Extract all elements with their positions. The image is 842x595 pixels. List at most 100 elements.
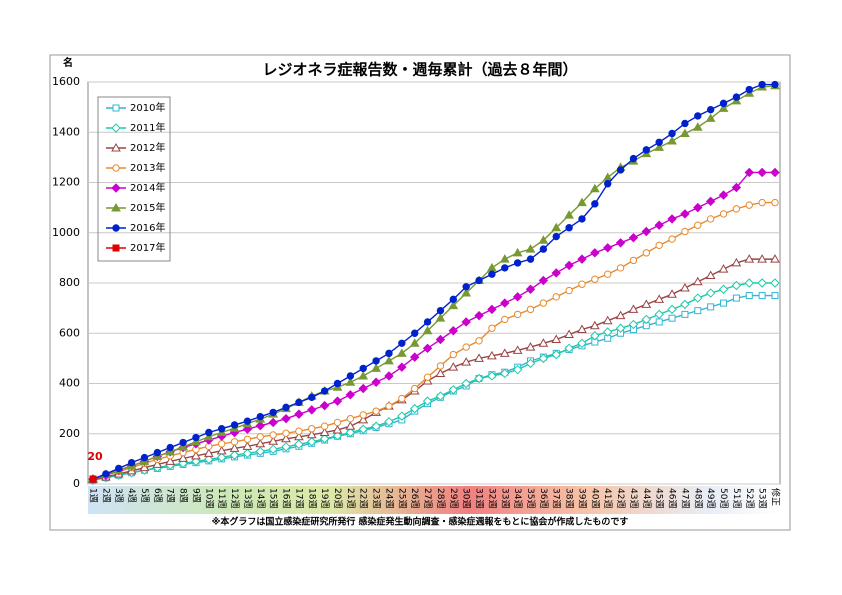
marker (512, 364, 523, 375)
marker (757, 278, 767, 288)
marker (577, 254, 587, 264)
marker (732, 205, 741, 213)
y-tick-label: 800 (59, 276, 80, 289)
marker (166, 443, 174, 452)
x-tick-label: 51週 (731, 488, 742, 508)
marker (538, 353, 549, 364)
marker (319, 400, 330, 411)
marker (396, 348, 407, 357)
x-tick-label: 30週 (461, 488, 472, 508)
marker (255, 446, 265, 457)
legend-label: 2014年 (130, 181, 165, 194)
marker (642, 146, 651, 154)
marker (499, 348, 510, 357)
marker (501, 315, 509, 324)
marker (371, 377, 381, 387)
legend-label: 2013年 (130, 161, 165, 174)
marker (112, 224, 120, 232)
marker (718, 190, 729, 200)
marker (358, 414, 369, 424)
marker (371, 421, 381, 431)
marker (758, 292, 766, 300)
marker (243, 417, 252, 425)
series (89, 80, 779, 483)
marker (242, 424, 253, 434)
marker (436, 362, 445, 370)
marker (564, 329, 574, 339)
marker (333, 418, 342, 427)
marker (281, 442, 291, 452)
marker (641, 299, 652, 308)
x-tick-label: 50週 (718, 488, 729, 508)
x-tick-label: 46週 (667, 488, 678, 508)
marker (333, 379, 342, 388)
footnote: ※本グラフは国立感染症研究所発行 感染症発生動向調査・感染症週報をもとに協会が作… (212, 516, 629, 528)
marker (642, 249, 651, 257)
marker (179, 438, 187, 447)
marker (217, 440, 226, 448)
marker (320, 422, 329, 430)
marker (409, 403, 420, 414)
y-tick-label: 1400 (52, 125, 80, 138)
marker (667, 289, 677, 298)
marker (487, 350, 497, 360)
marker (578, 215, 586, 223)
marker (409, 352, 420, 362)
marker (591, 275, 599, 283)
marker (89, 475, 97, 483)
marker (384, 371, 394, 381)
marker (192, 433, 200, 442)
x-tick-label: 24週 (383, 488, 394, 508)
legend-box (97, 96, 171, 262)
marker (397, 362, 407, 372)
marker (449, 295, 458, 304)
y-tick-label: 600 (59, 326, 80, 339)
marker (474, 353, 484, 362)
marker (654, 220, 664, 230)
marker (308, 393, 316, 402)
marker (191, 456, 201, 467)
marker (680, 128, 690, 138)
marker (564, 343, 574, 354)
marker (718, 284, 729, 294)
marker (409, 338, 420, 347)
marker (332, 424, 343, 434)
x-tick-label: 9週 (190, 488, 201, 503)
marker (500, 298, 510, 308)
marker (732, 294, 740, 302)
x-tick-label: 2週 (100, 488, 111, 503)
marker (525, 244, 536, 253)
marker (680, 209, 690, 219)
marker (242, 448, 253, 459)
marker (693, 293, 703, 303)
marker (230, 421, 239, 429)
marker (423, 318, 432, 326)
marker (256, 433, 264, 441)
x-tick-label: 3週 (113, 488, 124, 503)
marker (758, 198, 766, 207)
marker (705, 113, 716, 122)
x-tick-label: 49週 (705, 488, 716, 508)
x-tick-label: 15週 (268, 488, 279, 508)
marker (345, 421, 356, 430)
marker (191, 436, 201, 446)
marker (616, 166, 625, 174)
marker (719, 99, 728, 108)
marker (706, 215, 715, 223)
marker (358, 424, 368, 434)
x-tick-label: 13週 (242, 488, 253, 508)
marker (526, 255, 535, 263)
marker (512, 292, 523, 302)
marker (615, 323, 626, 333)
marker (398, 339, 406, 347)
marker (693, 202, 703, 213)
marker (552, 293, 560, 301)
marker (294, 409, 304, 419)
marker (654, 309, 664, 320)
marker (616, 264, 625, 272)
marker (255, 421, 265, 431)
marker (745, 201, 753, 209)
marker (641, 226, 652, 237)
marker (628, 319, 639, 330)
marker (655, 138, 663, 147)
